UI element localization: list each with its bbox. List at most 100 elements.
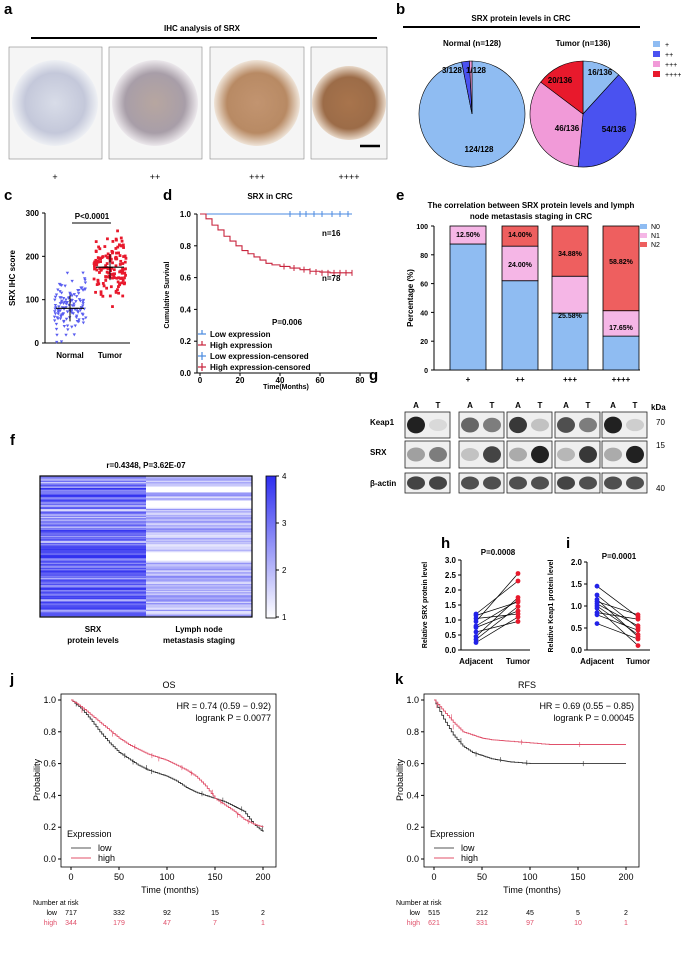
panel-i-xtick-adjacent: Adjacent [580, 657, 614, 666]
c-point [117, 276, 121, 280]
risk-high-value: 344 [65, 920, 77, 927]
heatmap-cell-srx [40, 520, 146, 523]
panel-e-title-1: The correlation between SRX protein leve… [428, 201, 635, 210]
point-adjacent [473, 623, 479, 629]
c-point [70, 325, 74, 329]
c-point [120, 239, 124, 243]
c-point [59, 340, 64, 344]
xtick-label: 0 [431, 872, 436, 882]
heatmap-cell-lymph [146, 582, 252, 585]
heatmap-cell-srx [40, 571, 146, 573]
heatmap-cell-srx [40, 589, 146, 592]
heatmap-cell-lymph [146, 572, 252, 574]
c-point [107, 274, 111, 278]
panel-j-legend-low: low [98, 843, 112, 853]
heatmap-cell-lymph [146, 594, 252, 597]
c-point [71, 312, 75, 316]
heatmap-cell-srx [40, 490, 146, 492]
panel-j: j OS 0 50 100 150 200 0.0 0.2 0.4 0.6 0.8 1.0 Prob… [9, 671, 277, 927]
c-point [109, 257, 113, 261]
blot-band [531, 476, 549, 490]
heatmap-cell-lymph [146, 515, 252, 518]
risk-low-value: 45 [526, 910, 534, 917]
panel-f-col2-1: Lymph node [175, 625, 223, 634]
c-point [99, 268, 103, 272]
c-point [121, 267, 124, 271]
heatmap-cell-lymph [146, 558, 252, 560]
c-point [122, 267, 126, 271]
pair-line [596, 623, 639, 640]
heatmap-cell-lymph [146, 521, 252, 524]
c-point [116, 288, 119, 292]
heatmap-cell-srx [40, 553, 146, 556]
heatmap-cell-srx [40, 511, 146, 513]
c-point [53, 310, 57, 314]
c-point [64, 317, 69, 321]
c-point [53, 295, 58, 299]
e-label-n1: 25.58% [558, 313, 583, 320]
heatmap-cell-srx [40, 562, 146, 565]
panel-b-title: SRX protein levels in CRC [471, 14, 570, 23]
heatmap-cell-srx [40, 527, 146, 530]
c-point [106, 267, 110, 271]
e-bar-N1 [501, 245, 539, 282]
heatmap-cell-lymph [146, 592, 252, 594]
c-point [112, 268, 116, 272]
risk-low-value: 717 [65, 910, 77, 917]
heatmap-cell-srx [40, 594, 146, 597]
blot-band [407, 447, 425, 462]
pie-slice-label: 54/136 [602, 125, 627, 134]
heatmap-cell-srx [40, 476, 146, 478]
c-point [72, 333, 76, 337]
point-tumor [515, 619, 521, 624]
panel-i: i P=0.0001 0.0 0.5 1.0 1.5 2.0 Relative Keap… [548, 535, 650, 666]
c-point [121, 278, 125, 282]
d-ytick-label: 0.2 [180, 337, 192, 346]
heatmap-cell-srx [40, 493, 146, 496]
heatmap-cell-lymph [146, 595, 252, 598]
heatmap-cell-lymph [146, 541, 252, 544]
heatmap-cell-lymph [146, 557, 252, 559]
pair-line [596, 612, 639, 620]
heatmap-cell-srx [40, 564, 146, 566]
heatmap-cell-lymph [146, 519, 252, 521]
c-point [82, 277, 87, 281]
point-adjacent [594, 592, 600, 598]
e-ytick-label: 20 [420, 339, 428, 346]
heatmap-cell-srx [40, 599, 146, 601]
heatmap-cell-lymph [146, 554, 252, 557]
c-point [108, 294, 112, 298]
km-curve-high [71, 699, 264, 828]
c-point [77, 318, 81, 322]
legend-low-censored: Low expression-censored [210, 352, 309, 361]
c-point [122, 255, 126, 258]
c-point [54, 293, 59, 297]
d-ytick-label: 0.6 [180, 274, 192, 283]
heatmap-cell-srx [40, 580, 146, 583]
heatmap-cell-srx [40, 508, 146, 511]
tma-core-1 [12, 60, 98, 146]
c-point [93, 264, 96, 268]
c-point [62, 320, 66, 324]
pie-slice-label: 20/136 [548, 76, 573, 85]
heatmap-cell-lymph [146, 574, 252, 577]
risk-low-label: low [46, 910, 57, 917]
legend-high-censored: High expression-censored [210, 363, 311, 372]
km-curve-high [434, 699, 626, 745]
heatmap-cell-srx [40, 605, 146, 607]
ytick-label: 0.6 [406, 759, 419, 769]
c-point [115, 238, 118, 242]
heatmap-cell-lymph [146, 513, 252, 516]
blot-band [483, 417, 501, 433]
e-bar-N2 [501, 225, 539, 247]
blot-band [461, 447, 479, 462]
c-point [94, 290, 97, 294]
heatmap-cell-lymph [146, 491, 252, 493]
heatmap-cell-lymph [146, 533, 252, 536]
c-point [98, 267, 102, 270]
c-point [81, 321, 86, 325]
panel-label-a: a [4, 1, 13, 18]
panel-h-xtick-adjacent: Adjacent [459, 657, 493, 666]
blot-band [407, 476, 425, 490]
c-point [106, 237, 109, 241]
